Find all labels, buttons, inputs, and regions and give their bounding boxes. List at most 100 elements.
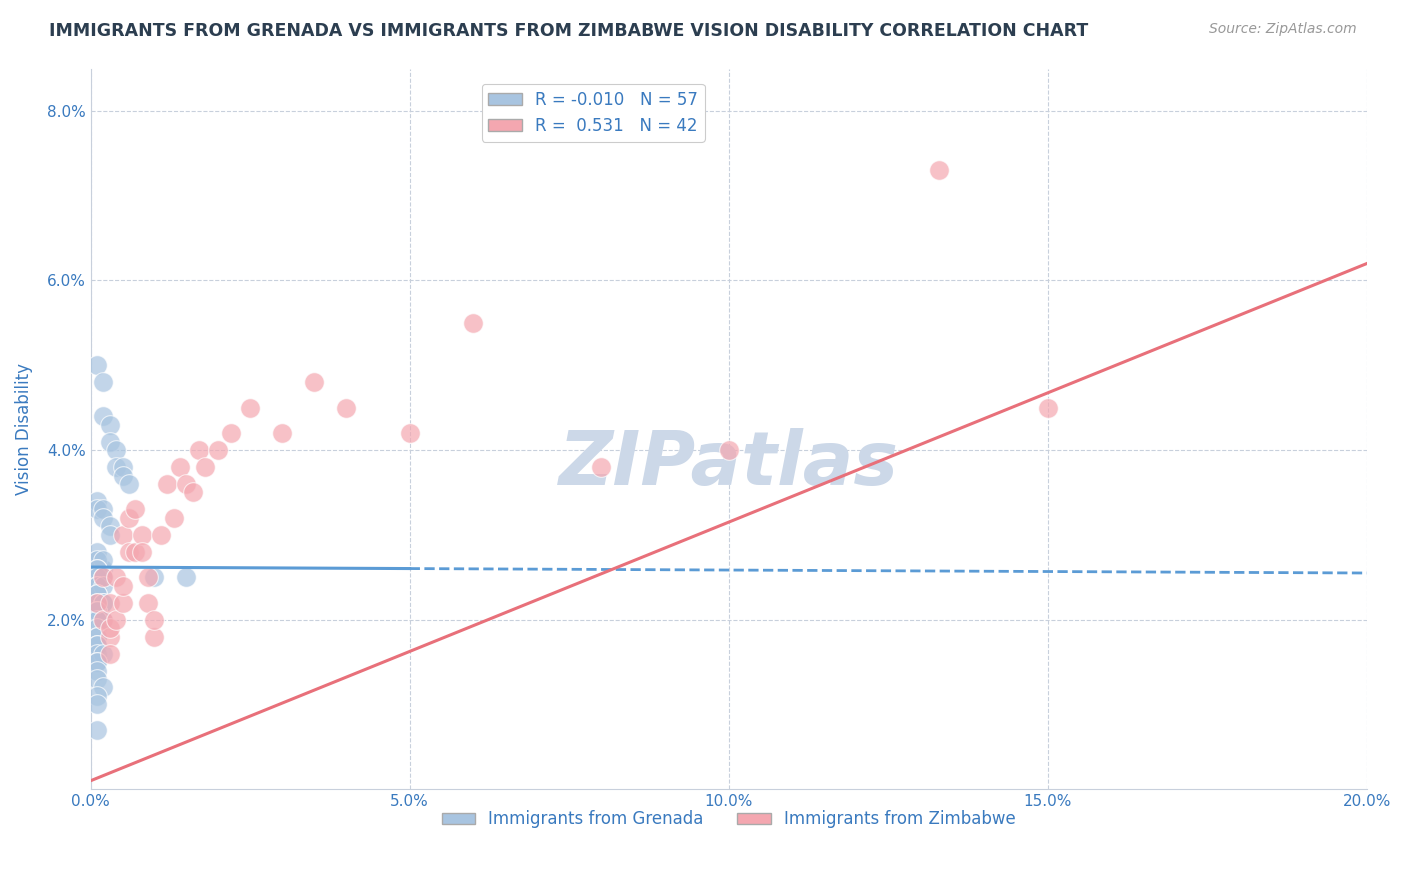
Point <box>86 545 108 559</box>
Point <box>1036 401 1059 415</box>
Point <box>86 494 108 508</box>
Point <box>86 579 108 593</box>
Point <box>111 528 134 542</box>
Point <box>93 562 115 576</box>
Point <box>93 570 115 584</box>
Text: IMMIGRANTS FROM GRENADA VS IMMIGRANTS FROM ZIMBABWE VISION DISABILITY CORRELATIO: IMMIGRANTS FROM GRENADA VS IMMIGRANTS FR… <box>49 22 1088 40</box>
Point <box>93 502 115 516</box>
Point <box>86 630 108 644</box>
Point <box>93 681 115 695</box>
Legend: Immigrants from Grenada, Immigrants from Zimbabwe: Immigrants from Grenada, Immigrants from… <box>434 804 1022 835</box>
Point <box>111 468 134 483</box>
Point <box>86 562 108 576</box>
Point <box>143 630 166 644</box>
Point <box>143 613 166 627</box>
Point <box>98 519 121 533</box>
Point <box>86 698 108 712</box>
Point <box>86 553 108 567</box>
Point <box>591 460 613 475</box>
Point <box>118 511 141 525</box>
Point <box>149 528 172 542</box>
Point <box>98 630 121 644</box>
Point <box>239 401 262 415</box>
Point <box>86 596 108 610</box>
Point <box>271 426 294 441</box>
Point <box>131 545 153 559</box>
Point <box>86 621 108 635</box>
Point <box>86 587 108 601</box>
Point <box>111 460 134 475</box>
Point <box>98 647 121 661</box>
Point <box>194 460 217 475</box>
Point <box>86 553 108 567</box>
Point <box>162 511 184 525</box>
Point <box>93 570 115 584</box>
Point <box>93 570 115 584</box>
Point <box>181 485 204 500</box>
Point <box>176 570 198 584</box>
Point <box>156 477 179 491</box>
Point <box>124 502 146 516</box>
Point <box>86 604 108 618</box>
Point <box>93 613 115 627</box>
Point <box>93 596 115 610</box>
Point <box>98 528 121 542</box>
Point <box>98 417 121 432</box>
Point <box>93 647 115 661</box>
Point <box>86 613 108 627</box>
Point <box>86 689 108 703</box>
Point <box>136 570 159 584</box>
Point <box>93 579 115 593</box>
Point <box>86 638 108 652</box>
Point <box>86 672 108 686</box>
Point <box>93 596 115 610</box>
Y-axis label: Vision Disability: Vision Disability <box>15 363 32 495</box>
Point <box>86 570 108 584</box>
Point <box>86 638 108 652</box>
Point <box>86 655 108 669</box>
Point <box>86 562 108 576</box>
Point <box>86 664 108 678</box>
Point <box>98 621 121 635</box>
Point <box>93 553 115 567</box>
Text: ZIPatlas: ZIPatlas <box>558 428 898 501</box>
Point <box>111 596 134 610</box>
Point <box>86 579 108 593</box>
Point <box>118 477 141 491</box>
Point <box>86 596 108 610</box>
Point <box>86 604 108 618</box>
Text: Source: ZipAtlas.com: Source: ZipAtlas.com <box>1209 22 1357 37</box>
Point <box>86 647 108 661</box>
Point <box>98 434 121 449</box>
Point <box>124 545 146 559</box>
Point <box>86 562 108 576</box>
Point <box>93 409 115 424</box>
Point <box>86 723 108 737</box>
Point <box>86 630 108 644</box>
Point <box>169 460 191 475</box>
Point <box>86 587 108 601</box>
Point <box>176 477 198 491</box>
Point <box>335 401 357 415</box>
Point <box>86 604 108 618</box>
Point <box>105 460 128 475</box>
Point <box>93 376 115 390</box>
Point <box>93 613 115 627</box>
Point <box>98 596 121 610</box>
Point <box>105 570 128 584</box>
Point <box>463 316 485 330</box>
Point <box>143 570 166 584</box>
Point <box>928 163 950 178</box>
Point <box>398 426 420 441</box>
Point <box>118 545 141 559</box>
Point <box>111 579 134 593</box>
Point <box>86 359 108 373</box>
Point <box>136 596 159 610</box>
Point <box>93 511 115 525</box>
Point <box>207 443 229 458</box>
Point <box>105 443 128 458</box>
Point <box>86 502 108 516</box>
Point <box>302 376 325 390</box>
Point <box>86 655 108 669</box>
Point <box>131 528 153 542</box>
